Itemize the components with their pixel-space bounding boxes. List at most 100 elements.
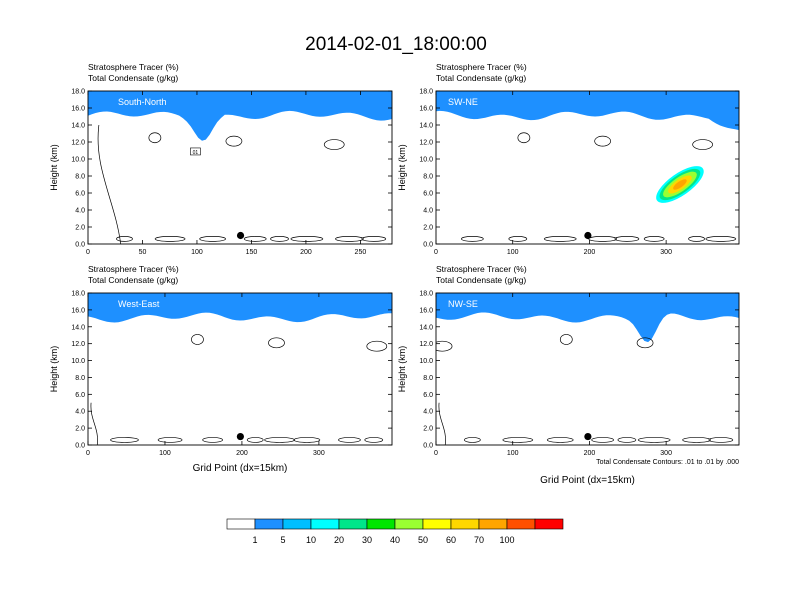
x-axis-label: Grid Point (dx=15km): [540, 475, 635, 486]
tracer-band-8: [436, 293, 739, 343]
low-cloud-contour: [154, 236, 186, 242]
plot-frame: [435, 292, 740, 446]
tracer-band-8: [436, 91, 739, 131]
colorbar-swatch: [422, 518, 452, 530]
colorbar-swatch: [282, 518, 312, 530]
panel-west-east: Stratosphere Tracer (%)Total Condensate …: [49, 264, 393, 474]
cloud-column-contour: [90, 402, 98, 445]
condensate-contours: [90, 334, 388, 445]
colorbar-swatch: [450, 518, 480, 530]
low-cloud-contour: [543, 236, 577, 242]
low-cloud-contour: [293, 437, 321, 443]
location-marker: [584, 432, 592, 441]
colorbar-swatch: [226, 518, 256, 530]
x-tick-label: 50: [139, 249, 147, 256]
colorbar-label: 60: [446, 535, 456, 545]
panel-header-line: Stratosphere Tracer (%): [436, 264, 527, 274]
y-tick-label: 6.0: [75, 392, 85, 399]
x-tick-label: 300: [660, 450, 672, 457]
panel-header-line: Stratosphere Tracer (%): [88, 62, 179, 72]
y-tick-label: 14.0: [71, 123, 85, 130]
upper-cloud-contour: [366, 340, 388, 352]
panel-header-line: Total Condensate (g/kg): [88, 73, 178, 83]
x-tick-label: 200: [236, 450, 248, 457]
colorbar-label: 20: [334, 535, 344, 545]
y-tick-label: 6.0: [423, 392, 433, 399]
y-tick-label: 12.0: [419, 341, 433, 348]
upper-cloud-contour: [517, 132, 531, 144]
y-tick-label: 12.0: [71, 341, 85, 348]
x-axis-label: Grid Point (dx=15km): [193, 463, 288, 474]
location-marker: [584, 231, 592, 240]
cloud-column-contour: [438, 402, 446, 445]
tracer-field: [88, 293, 392, 323]
y-tick-label: 10.0: [419, 358, 433, 365]
low-cloud-contour: [708, 437, 734, 443]
colorbar-label: 100: [499, 535, 514, 545]
low-cloud-contour: [264, 437, 295, 443]
low-cloud-contour: [508, 236, 528, 242]
figure-title: 2014-02-01_18:00:00: [305, 34, 487, 55]
cloud-column-contour: [97, 124, 122, 244]
tracer-field: [436, 91, 739, 203]
colorbar-label: 1: [252, 535, 257, 545]
y-tick-label: 4.0: [75, 409, 85, 416]
colorbar-label: 30: [362, 535, 372, 545]
low-cloud-contour: [361, 236, 387, 242]
y-tick-label: 16.0: [419, 106, 433, 113]
panel-header-line: Total Condensate (g/kg): [436, 73, 526, 83]
low-cloud-contour: [335, 236, 364, 242]
colorbar-swatch: [254, 518, 284, 530]
tracer-field: [436, 293, 739, 343]
low-cloud-contour: [338, 437, 361, 443]
upper-cloud-contour: [323, 139, 345, 150]
colorbar-label: 40: [390, 535, 400, 545]
y-tick-label: 12.0: [71, 140, 85, 147]
upper-cloud-contour: [636, 337, 654, 349]
low-cloud-contour: [246, 437, 264, 443]
y-tick-label: 0.0: [75, 242, 85, 249]
colorbar-swatch: [394, 518, 424, 530]
y-tick-label: 12.0: [419, 140, 433, 147]
x-tick-label: 0: [86, 249, 90, 256]
colorbar-label: 10: [306, 535, 316, 545]
x-tick-label: 0: [434, 450, 438, 457]
low-cloud-contour: [502, 437, 534, 443]
low-cloud-contour: [364, 437, 384, 443]
y-tick-label: 14.0: [419, 324, 433, 331]
panel-south-north: Stratosphere Tracer (%)Total Condensate …: [49, 62, 393, 256]
y-tick-label: 8.0: [75, 375, 85, 382]
y-tick-label: 10.0: [71, 157, 85, 164]
panel-header-line: Stratosphere Tracer (%): [436, 62, 527, 72]
condensate-contours: [97, 124, 387, 244]
colorbar-swatch: [366, 518, 396, 530]
y-axis-label: Height (km): [397, 144, 407, 191]
upper-cloud-contour: [594, 135, 612, 147]
upper-cloud-contour: [559, 334, 573, 345]
panel-header-line: Total Condensate (g/kg): [436, 275, 526, 285]
low-cloud-contour: [243, 236, 267, 242]
y-axis-label: Height (km): [49, 144, 59, 191]
low-cloud-contour: [290, 236, 324, 242]
x-tick-label: 100: [507, 450, 519, 457]
panel-header-line: Stratosphere Tracer (%): [88, 264, 179, 274]
y-tick-label: 18.0: [419, 291, 433, 298]
y-tick-label: 14.0: [419, 123, 433, 130]
panels: Stratosphere Tracer (%)Total Condensate …: [49, 62, 740, 486]
annotation-box: [190, 147, 201, 156]
y-tick-label: 6.0: [423, 191, 433, 198]
plot-frame: [435, 90, 740, 245]
tracer-band-8: [88, 91, 392, 141]
low-cloud-contour: [637, 437, 671, 443]
plot-frame: [87, 90, 393, 245]
y-tick-label: 4.0: [423, 409, 433, 416]
y-tick-label: 0.0: [423, 242, 433, 249]
y-tick-label: 16.0: [71, 106, 85, 113]
tracer-field: [88, 91, 392, 141]
y-tick-label: 18.0: [419, 89, 433, 96]
tracer-intrusion-4: [673, 179, 687, 190]
low-cloud-contour: [643, 236, 665, 242]
x-tick-label: 300: [660, 249, 672, 256]
y-tick-label: 2.0: [423, 426, 433, 433]
